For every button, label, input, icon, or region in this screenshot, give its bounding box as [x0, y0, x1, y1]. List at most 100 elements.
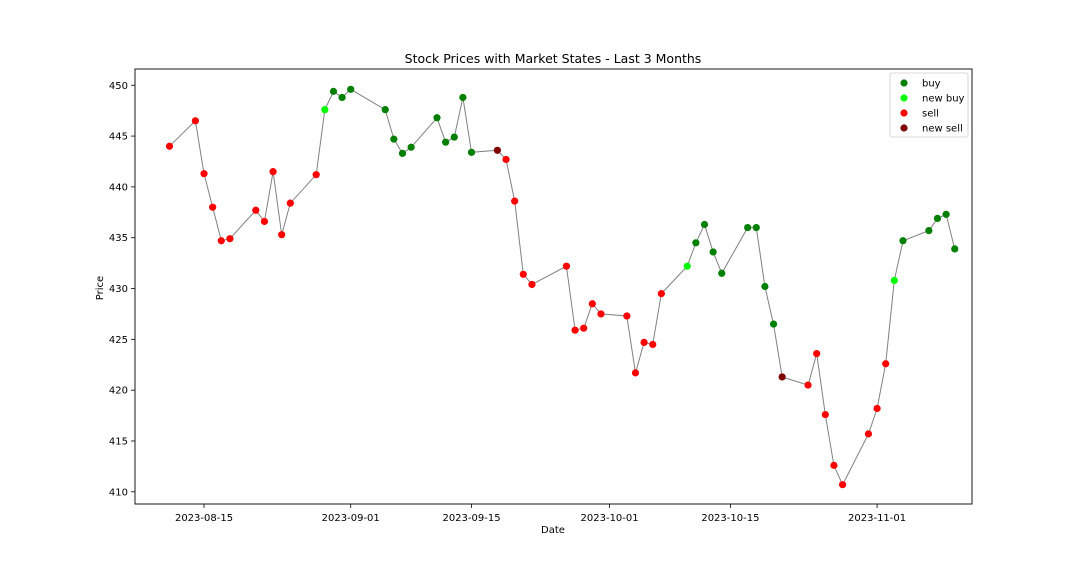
data-point-2	[200, 170, 208, 178]
data-point-61	[933, 214, 942, 223]
data-point-63	[951, 245, 959, 253]
data-point-33	[588, 300, 596, 308]
data-point-47	[761, 282, 769, 291]
x-axis-label: Date	[541, 525, 565, 536]
data-point-12	[321, 106, 329, 114]
y-axis: 410 415 420 425 430 435 440 445 450	[109, 81, 135, 498]
x-tick-label-2: 2023-09-15	[442, 513, 500, 524]
data-point-38	[649, 340, 657, 349]
data-point-50	[804, 381, 812, 389]
data-point-9	[278, 231, 286, 239]
data-point-23	[459, 93, 467, 102]
data-point-27	[511, 197, 519, 205]
y-tick-label-6: 440	[109, 182, 128, 193]
y-tick-label-5: 435	[109, 233, 128, 244]
data-point-40	[683, 262, 691, 270]
data-point-26	[502, 155, 510, 164]
y-tick-label-0: 410	[109, 487, 128, 498]
legend-label-0: buy	[922, 79, 941, 90]
x-tick-label-4: 2023-10-15	[701, 513, 759, 524]
data-point-48	[769, 320, 778, 328]
x-axis: 2023-08-15 2023-09-01 2023-09-15 2023-10-01…	[175, 504, 906, 524]
plot-frame	[134, 68, 973, 505]
data-point-41	[692, 239, 700, 247]
y-tick-label-4: 430	[109, 284, 128, 295]
x-tick-label-0: 2023-08-15	[175, 513, 233, 524]
price-line	[169, 88, 956, 486]
y-axis-label: Price	[95, 276, 106, 300]
y-tick-label-7: 445	[109, 132, 128, 143]
data-point-31	[571, 326, 579, 334]
data-point-5	[226, 235, 234, 243]
data-point-62	[942, 210, 950, 218]
y-tick-label-3: 425	[109, 335, 128, 346]
data-point-19	[407, 143, 415, 151]
data-point-45	[744, 223, 752, 232]
data-point-8	[269, 168, 277, 176]
data-points-layer	[165, 85, 959, 489]
data-point-28	[519, 270, 527, 278]
legend-label-1: new buy	[922, 94, 965, 105]
data-point-1	[191, 117, 200, 125]
x-tick-label-1: 2023-09-01	[322, 513, 380, 524]
data-point-11	[312, 171, 320, 179]
legend-box	[889, 72, 969, 138]
data-point-6	[252, 206, 260, 214]
data-point-39	[657, 290, 665, 298]
data-point-22	[450, 133, 458, 141]
data-point-21	[442, 138, 450, 146]
data-point-60	[925, 227, 933, 235]
data-point-25	[493, 146, 502, 154]
data-point-16	[381, 106, 389, 114]
x-tick-label-5: 2023-11-01	[848, 513, 906, 524]
data-point-0	[165, 142, 174, 150]
data-point-35	[623, 312, 631, 320]
y-tick-label-2: 420	[109, 386, 128, 397]
data-point-17	[390, 135, 398, 143]
legend-marker-0	[900, 79, 908, 87]
y-tick-label-1: 415	[109, 436, 128, 447]
legend: buy new buy sell new sell	[889, 72, 969, 138]
legend-label-3: new sell	[922, 124, 963, 135]
data-point-15	[347, 85, 355, 93]
data-point-59	[899, 237, 907, 245]
data-point-51	[813, 349, 821, 358]
data-point-46	[752, 223, 760, 232]
data-point-30	[562, 262, 571, 270]
data-point-44	[718, 269, 726, 277]
data-point-37	[640, 338, 648, 346]
data-point-56	[873, 404, 881, 413]
price-line-layer	[169, 88, 956, 486]
data-point-43	[709, 248, 717, 256]
data-point-7	[260, 217, 269, 226]
data-point-58	[890, 276, 898, 285]
data-point-3	[209, 203, 217, 211]
data-point-54	[838, 481, 847, 489]
data-point-53	[830, 461, 838, 469]
x-tick-label-3: 2023-10-01	[581, 513, 639, 524]
chart-title: Stock Prices with Market States - Last 3…	[405, 51, 702, 66]
legend-label-2: sell	[922, 109, 939, 120]
data-point-32	[580, 324, 588, 332]
legend-marker-2	[900, 109, 908, 117]
data-point-20	[433, 114, 441, 122]
data-point-36	[631, 369, 640, 377]
data-point-10	[286, 199, 294, 207]
data-point-34	[597, 310, 605, 318]
data-point-29	[528, 280, 536, 289]
data-point-4	[217, 237, 225, 245]
legend-marker-3	[900, 124, 908, 132]
data-point-49	[778, 373, 786, 381]
data-point-14	[338, 93, 346, 102]
data-point-57	[882, 360, 890, 368]
data-point-42	[700, 220, 709, 229]
legend-marker-1	[900, 94, 908, 102]
data-point-24	[467, 148, 476, 156]
data-point-18	[398, 149, 407, 157]
data-point-55	[864, 430, 873, 438]
y-tick-label-8: 450	[109, 81, 128, 92]
data-point-13	[329, 87, 338, 95]
data-point-52	[821, 410, 829, 419]
